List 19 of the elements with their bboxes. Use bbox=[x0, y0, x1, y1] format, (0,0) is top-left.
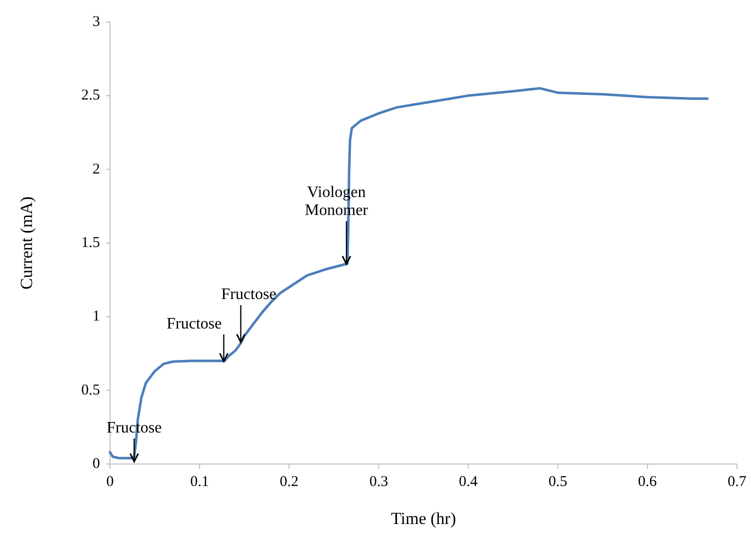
annotation: Fructose bbox=[166, 315, 222, 332]
x-tick-label: 0.7 bbox=[728, 474, 747, 490]
y-tick-label: 2.5 bbox=[81, 88, 100, 104]
annotation: Fructose bbox=[221, 286, 276, 304]
x-tick-label: 0 bbox=[106, 474, 114, 490]
x-tick-label: 0.2 bbox=[280, 474, 299, 490]
x-tick-label: 0.3 bbox=[369, 474, 388, 490]
x-tick-label: 0.4 bbox=[458, 474, 478, 490]
y-axis-title: Current (mA) bbox=[17, 196, 36, 290]
y-tick-label: 1 bbox=[92, 308, 100, 325]
y-tick-label: 0.5 bbox=[81, 382, 100, 398]
x-tick-label: 0.6 bbox=[638, 474, 658, 490]
x-tick-label: 0.1 bbox=[190, 474, 209, 490]
x-tick-label: 0.5 bbox=[548, 474, 568, 490]
x-axis-title: Time (hr) bbox=[390, 509, 456, 528]
y-tick-label: 2 bbox=[92, 161, 100, 178]
y-tick-label: 3 bbox=[92, 14, 100, 30]
y-tick-label: 0 bbox=[92, 456, 100, 472]
y-tick-label: 1.5 bbox=[81, 235, 100, 251]
